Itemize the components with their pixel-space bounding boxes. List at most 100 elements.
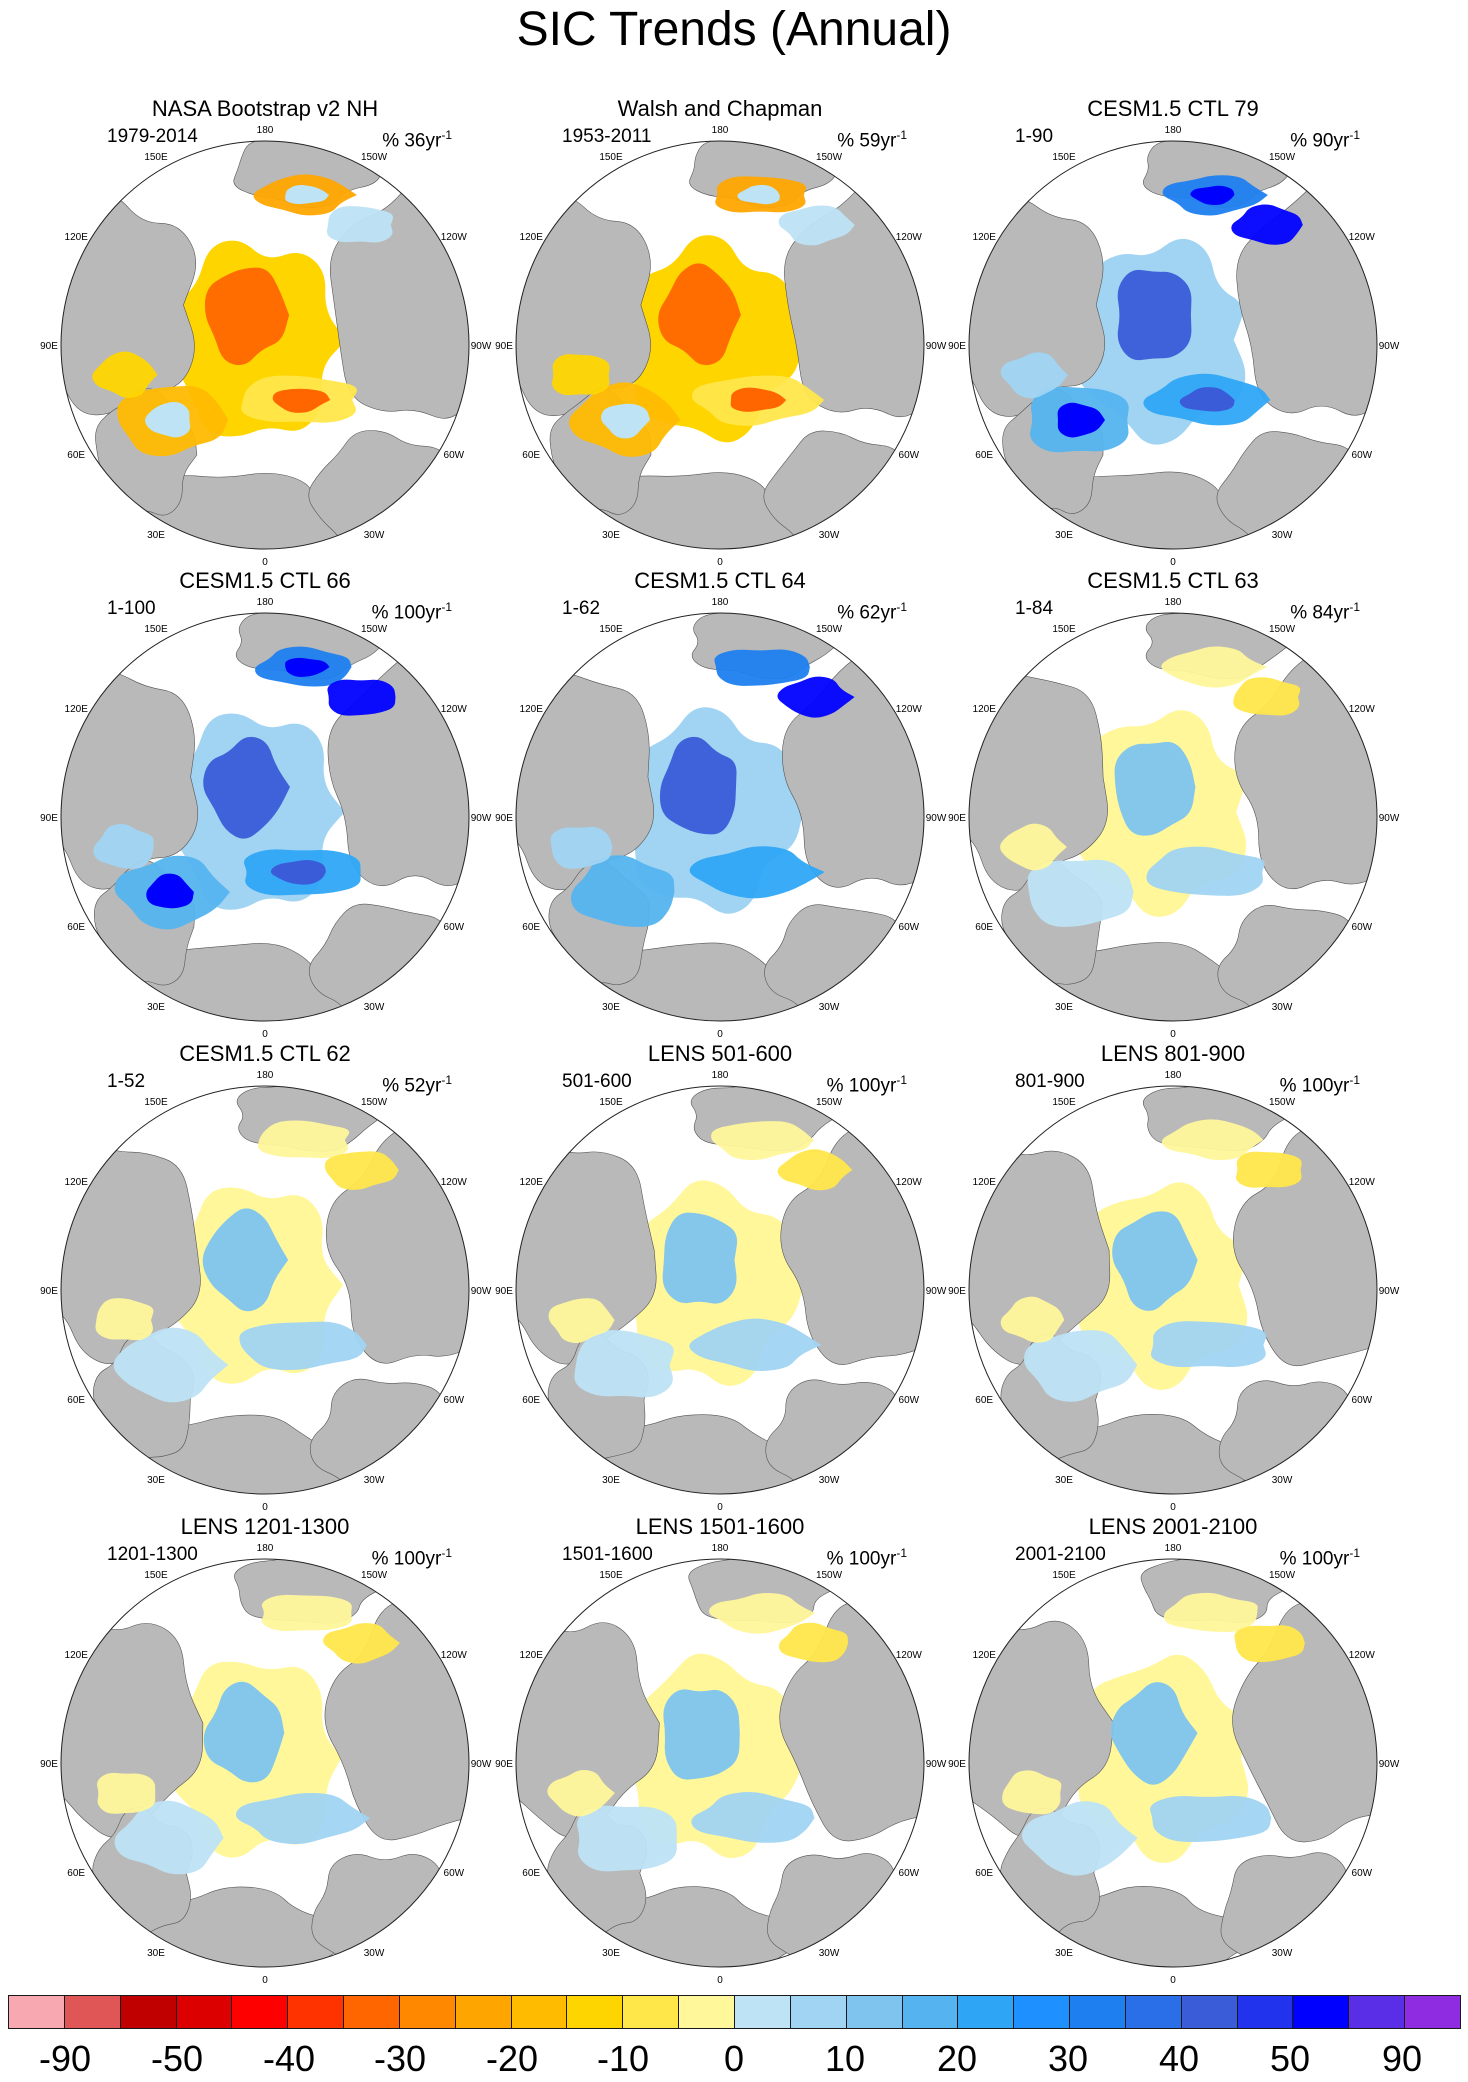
rate-value: % 100yr [826, 1548, 897, 1570]
panel-rate: % 84yr-1 [1290, 595, 1360, 625]
trend-patch [574, 1330, 674, 1398]
longitude-label: 150E [599, 1570, 623, 1581]
panel-rate: % 100yr-1 [1280, 1541, 1360, 1571]
trend-patch [113, 1327, 229, 1403]
rate-exponent: -1 [1349, 600, 1360, 614]
rate-exponent: -1 [441, 1546, 452, 1560]
longitude-label: 150E [599, 152, 623, 163]
longitude-label: 120E [65, 1177, 89, 1188]
trend-core [285, 185, 329, 205]
panel-rate: % 59yr-1 [837, 123, 907, 153]
longitude-label: 150E [144, 152, 168, 163]
panel-title: NASA Bootstrap v2 NH [151, 96, 379, 121]
longitude-label: 30W [1272, 1475, 1293, 1486]
longitude-label: 120W [896, 232, 923, 243]
longitude-label: 150W [816, 1570, 843, 1581]
polar-map: 180 150W 150E 120W 120E 90W 90E 60W 60E 30W 30E 0 [40, 1070, 492, 1510]
trend-patch [1161, 1119, 1264, 1161]
longitude-label: 30W [364, 1475, 385, 1486]
longitude-label: 120E [520, 1177, 544, 1188]
longitude-label: 60E [975, 1395, 993, 1406]
trend-patch [1112, 1211, 1198, 1311]
trend-patch [552, 354, 610, 396]
longitude-label: 30E [602, 1475, 620, 1486]
trend-core [601, 403, 650, 439]
longitude-label: 60E [522, 1395, 540, 1406]
longitude-label: 120E [65, 232, 89, 243]
longitude-label: 90E [40, 341, 58, 352]
map-boundary [60, 612, 470, 1022]
rate-value: % 52yr [382, 1075, 442, 1097]
longitude-label: 120E [65, 704, 89, 715]
trend-patch [708, 1592, 815, 1634]
trend-patch [1235, 1151, 1302, 1188]
longitude-label: 60W [444, 1868, 465, 1879]
panel-title: CESM1.5 CTL 79 [1087, 96, 1259, 121]
map-panel: CESM1.5 CTL 62 180 150W 150E 120W 120E 90W 90E 6… [20, 1040, 510, 1510]
longitude-label: 120W [1349, 704, 1376, 715]
trend-core [1179, 387, 1235, 412]
longitude-label: 60E [67, 1868, 85, 1879]
colorbar-segment [8, 1995, 65, 2029]
trend-patch [327, 679, 396, 716]
polar-map: 180 150W 150E 120W 120E 90W 90E 60W 60E 30W 30E 0 [40, 597, 492, 1037]
rate-value: % 100yr [1279, 1075, 1350, 1097]
longitude-label: 90W [471, 1286, 492, 1297]
longitude-label: 120W [441, 1650, 468, 1661]
rate-value: % 59yr [837, 130, 897, 152]
trend-patch [261, 1594, 352, 1632]
colorbar-segment [789, 1995, 847, 2029]
panel-rate: % 100yr-1 [827, 1068, 907, 1098]
panel-period: 1-52 [107, 1071, 146, 1092]
colorbar-segment [119, 1995, 177, 2029]
colorbar-tick-label: -30 [373, 2038, 427, 2079]
longitude-label: 60E [522, 450, 540, 461]
panel-period: 1-100 [107, 598, 156, 619]
longitude-label: 0 [262, 1502, 268, 1510]
longitude-label: 150E [1052, 624, 1076, 635]
longitude-label: 0 [717, 1502, 723, 1510]
trend-patch [1161, 646, 1267, 688]
panel-title: LENS 801-900 [1100, 1041, 1246, 1066]
colorbar-segment [845, 1995, 903, 2029]
panel-period: 501-600 [562, 1071, 632, 1092]
trend-core [1057, 402, 1105, 438]
panel-rate: % 62yr-1 [837, 595, 907, 625]
longitude-label: 90E [495, 1286, 513, 1297]
longitude-label: 150W [361, 1570, 388, 1581]
panel-period: 1953-2011 [562, 126, 652, 147]
rate-exponent: -1 [1349, 128, 1360, 142]
rate-value: % 100yr [1279, 1548, 1350, 1570]
map-boundary [515, 1085, 925, 1495]
polar-map: 180 150W 150E 120W 120E 90W 90E 60W 60E 30W 30E 0 [495, 125, 947, 565]
longitude-label: 150E [144, 1097, 168, 1108]
trend-patch [1000, 352, 1068, 399]
trend-core [730, 387, 787, 412]
longitude-label: 120W [896, 1177, 923, 1188]
longitude-label: 30W [364, 1948, 385, 1959]
colorbar-tick-label: -90 [38, 2038, 92, 2079]
longitude-label: 150E [1052, 152, 1076, 163]
colorbar-segment [1180, 1995, 1238, 2029]
panel-rate: % 100yr-1 [372, 595, 452, 625]
longitude-label: 150E [144, 1570, 168, 1581]
longitude-label: 60W [1352, 922, 1373, 933]
trend-patch [662, 1212, 738, 1304]
rate-exponent: -1 [896, 600, 907, 614]
longitude-label: 60E [67, 450, 85, 461]
longitude-label: 150E [144, 624, 168, 635]
longitude-label: 150W [361, 1097, 388, 1108]
trend-core [272, 388, 331, 413]
rate-value: % 36yr [382, 130, 442, 152]
rate-value: % 90yr [1290, 130, 1350, 152]
trend-patch [1000, 823, 1067, 871]
longitude-label: 90E [495, 813, 513, 824]
trend-patch [550, 826, 613, 869]
longitude-label: 30W [819, 530, 840, 541]
trend-patch [92, 351, 158, 399]
trend-patch [1117, 269, 1192, 361]
longitude-label: 180 [257, 1070, 274, 1081]
longitude-label: 60W [1352, 450, 1373, 461]
colorbar-segment [1348, 1995, 1406, 2029]
colorbar-segment [1013, 1995, 1071, 2029]
